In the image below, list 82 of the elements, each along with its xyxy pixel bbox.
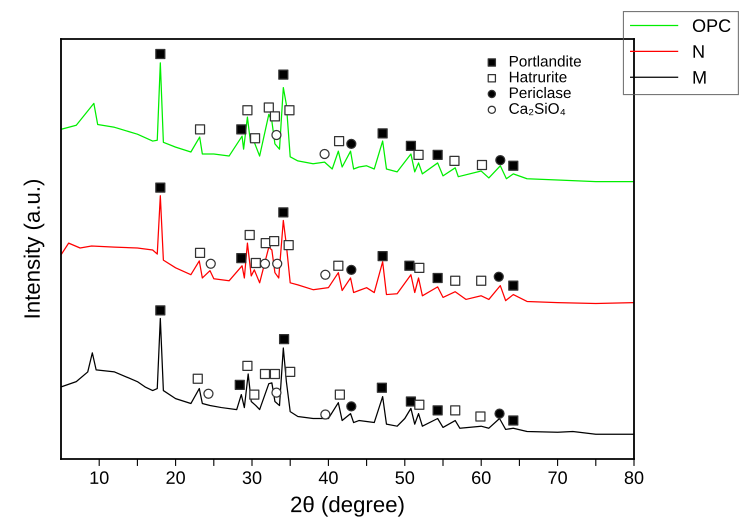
point: [334, 136, 344, 146]
point: [192, 374, 203, 384]
point: [284, 240, 294, 250]
x-tick-label: 70: [548, 471, 567, 484]
point: [432, 150, 443, 160]
y-axis-title: Intensity (a.u.): [24, 180, 44, 318]
point: [270, 111, 280, 122]
point: [244, 230, 255, 240]
x-tick-label: 30: [242, 471, 262, 484]
point: [334, 389, 345, 400]
point: [320, 409, 330, 420]
point: [346, 264, 356, 275]
point: [249, 389, 260, 400]
x-tick-label: 10: [90, 471, 109, 484]
point: [242, 105, 253, 116]
point: [494, 408, 505, 419]
point: [155, 48, 166, 60]
point: [242, 360, 253, 371]
legend-label: M: [694, 71, 706, 84]
point: [250, 133, 260, 144]
legend-label: Portlandite: [510, 55, 581, 67]
legend-label: Ca₂SiO₄: [509, 102, 566, 116]
point: [260, 238, 271, 248]
point: [378, 128, 388, 138]
point: [508, 280, 518, 291]
x-axis-title: 2θ (degree): [291, 496, 404, 517]
point: [495, 154, 506, 166]
point: [476, 160, 488, 170]
point: [271, 387, 282, 398]
legend-label: Hatrurite: [510, 71, 567, 82]
x-tick-label: 20: [166, 471, 185, 484]
point: [194, 248, 206, 258]
x-tick-label: 40: [318, 471, 338, 484]
legend-label: Periclase: [510, 86, 571, 98]
point: [476, 276, 486, 286]
point: [508, 160, 518, 171]
point: [414, 400, 424, 410]
point: [271, 130, 282, 140]
point: [278, 70, 288, 80]
point: [155, 305, 166, 316]
point: [450, 276, 460, 286]
point: [450, 405, 460, 416]
point: [404, 260, 415, 271]
point: [194, 124, 206, 134]
point: [278, 334, 290, 344]
point: [236, 124, 246, 134]
point: [319, 148, 330, 160]
point: [203, 388, 214, 399]
point: [284, 105, 295, 116]
point: [376, 382, 388, 393]
point: [269, 236, 280, 246]
x-tick-label: 80: [624, 471, 644, 484]
point: [206, 258, 216, 269]
legend-label: OPC: [692, 19, 730, 32]
point: [414, 262, 424, 273]
point: [475, 411, 486, 422]
point: [272, 258, 282, 269]
point: [432, 272, 443, 284]
point: [432, 405, 443, 416]
x-tick-label: 50: [395, 471, 414, 484]
point: [378, 250, 388, 262]
point: [260, 368, 270, 380]
point: [333, 260, 344, 271]
point: [346, 401, 356, 412]
point: [494, 272, 504, 282]
point: [320, 270, 330, 280]
point: [234, 380, 245, 390]
point: [250, 258, 261, 268]
point: [260, 258, 270, 269]
point: [264, 102, 274, 113]
x-tick-label: 60: [472, 471, 491, 484]
point: [449, 156, 460, 166]
point: [508, 415, 518, 426]
point: [270, 368, 280, 380]
legend-label: N: [694, 45, 704, 58]
point: [346, 138, 356, 150]
point: [236, 252, 246, 264]
point: [285, 366, 296, 378]
point: [155, 182, 166, 193]
point: [413, 150, 424, 160]
point: [406, 140, 416, 152]
point: [278, 207, 288, 218]
